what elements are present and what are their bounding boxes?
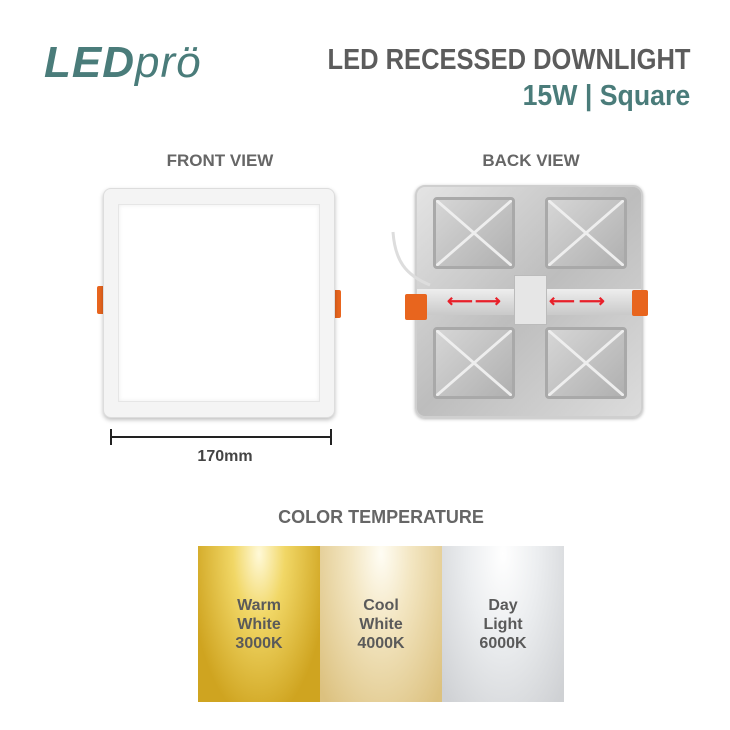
swatch-name: White [237,615,281,633]
swatch-name: Cool [363,596,399,614]
ledpro-logo: LEDprö [44,38,202,88]
swatch-daylight: Day Light 6000K [442,546,564,702]
swatch-kelvin: 6000K [479,634,527,652]
light-panel [118,204,320,402]
swatch-name: White [359,615,403,633]
dimension-label: 170mm [197,448,253,465]
arrow-right-icon: ⟶ [579,291,605,311]
swatch-warm-white: Warm White 3000K [198,546,320,702]
swatch-name: Light [483,615,523,633]
back-view-image: ⟵ ⟶ ⟵ ⟶ [415,185,643,418]
product-subtitle: 15W | Square [522,80,690,112]
back-view-label: BACK VIEW [482,151,580,170]
swatch-kelvin: 3000K [235,634,283,652]
back-quadrant [433,327,515,399]
product-title: LED RECESSED DOWNLIGHT [327,44,690,76]
logo-bold-text: LED [44,38,135,87]
arrow-right-icon: ⟶ [475,291,501,311]
led-driver [514,275,547,325]
power-cable [391,231,431,287]
back-quadrant [545,327,627,399]
spring-clip-left [405,294,427,320]
color-temperature-heading: COLOR TEMPERATURE [278,507,484,527]
dimension-line [110,429,332,445]
back-quadrant [433,197,515,269]
swatch-name: Day [488,596,518,614]
arrow-left-icon: ⟵ [549,291,575,311]
arrow-left-icon: ⟵ [447,291,473,311]
front-view-image [103,188,335,418]
spring-clip-right [632,290,648,316]
spring-clip-left [97,286,106,314]
back-quadrant [545,197,627,269]
swatch-name: Warm [237,596,281,614]
front-view-label: FRONT VIEW [166,151,274,170]
spring-clip-right [332,290,341,318]
swatch-cool-white: Cool White 4000K [320,546,442,702]
swatch-kelvin: 4000K [357,634,405,652]
logo-light-text: prö [135,38,202,87]
